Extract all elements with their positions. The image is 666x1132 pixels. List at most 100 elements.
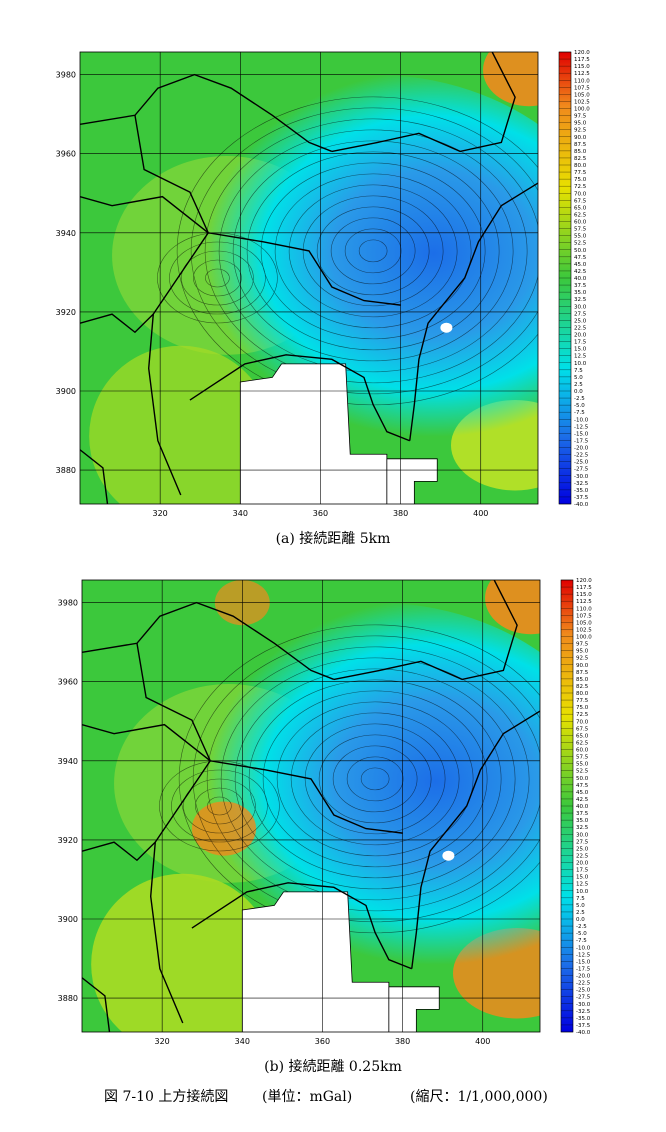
scale-label: 20.0	[574, 333, 587, 339]
scale-label: -7.5	[576, 938, 587, 944]
scale-label: -35.0	[574, 488, 589, 494]
scale-label: 17.5	[576, 868, 589, 874]
map-panel-b: 320 340 360 380 400 3980 3960 3940 3920 3900 3880 1…	[0, 560, 666, 1080]
scale-label: 112.5	[576, 599, 592, 605]
scale-label: 10.0	[576, 889, 589, 895]
scale-label: 25.0	[576, 846, 589, 852]
scale-label: 87.5	[574, 142, 587, 148]
map-field	[80, 52, 538, 504]
scale-label: 15.0	[574, 347, 587, 353]
scale-label: 97.5	[574, 114, 587, 120]
y-tick-label: 3880	[58, 994, 78, 1003]
scale-label: -12.5	[576, 952, 591, 958]
scale-label: 10.0	[574, 361, 587, 367]
coastline	[82, 580, 540, 1032]
x-tick-label: 340	[233, 509, 248, 518]
scale-label: -17.5	[576, 966, 591, 972]
scale-label: -25.0	[576, 988, 591, 994]
scale-label: 77.5	[576, 698, 589, 704]
scale-label: 85.0	[576, 677, 589, 683]
y-tick-label: 3980	[58, 599, 78, 608]
scale-label: 82.5	[576, 684, 589, 690]
scale-label: 37.5	[576, 811, 589, 817]
masked-area	[241, 891, 390, 1032]
scale-label: -7.5	[574, 410, 585, 416]
scale-label: 107.5	[576, 613, 592, 619]
scale-label: -22.5	[576, 981, 591, 987]
scale-label: 0.0	[576, 917, 585, 923]
scale-label: -37.5	[576, 1023, 591, 1029]
scale-label: 22.5	[576, 853, 589, 859]
scale-label: 2.5	[574, 382, 583, 388]
scale-label: 90.0	[576, 663, 589, 669]
scale-label: 30.0	[574, 304, 587, 310]
scale-label: 32.5	[574, 297, 587, 303]
scale-label: 15.0	[576, 875, 589, 881]
x-tick-label: 380	[393, 509, 408, 518]
scale-label: 2.5	[576, 910, 585, 916]
scale-label: 62.5	[574, 212, 587, 218]
scale-label: 102.5	[574, 99, 590, 105]
scale-label: 92.5	[576, 656, 589, 662]
y-tick-label: 3900	[58, 915, 78, 924]
scale-label: -15.0	[574, 431, 589, 437]
map-field	[82, 580, 540, 1032]
scale-label: -20.0	[576, 974, 591, 980]
scale-label: 32.5	[576, 825, 589, 831]
scale-label: 55.0	[574, 234, 587, 240]
y-tick-label: 3980	[56, 71, 76, 80]
scale-label: 42.5	[576, 797, 589, 803]
scale-label: 45.0	[574, 262, 587, 268]
y-tick-label: 3880	[56, 466, 76, 475]
coastline	[80, 52, 538, 504]
scale-label: 85.0	[574, 149, 587, 155]
scale-label: 75.0	[574, 177, 587, 183]
scale-label: -25.0	[574, 460, 589, 466]
scale-label: 105.0	[576, 620, 592, 626]
y-tick-label: 3960	[58, 678, 78, 687]
scale-label: 20.0	[576, 861, 589, 867]
scale-label: 5.0	[576, 903, 585, 909]
scale-label: 57.5	[574, 227, 587, 233]
y-tick-label: 3900	[56, 387, 76, 396]
scale-label: 55.0	[576, 762, 589, 768]
scale-label: -30.0	[576, 1002, 591, 1008]
scale-label: -10.0	[574, 417, 589, 423]
scale-label: 57.5	[576, 755, 589, 761]
scale-label: 5.0	[574, 375, 583, 381]
scale-label: -15.0	[576, 959, 591, 965]
y-tick-label: 3940	[58, 757, 78, 766]
scale-label: 117.5	[576, 585, 592, 591]
scale-label: -40.0	[574, 502, 589, 508]
scale-label: 102.5	[576, 627, 592, 633]
scale-label: 27.5	[574, 311, 587, 317]
scale-label: 35.0	[576, 818, 589, 824]
x-tick-label: 320	[155, 1037, 170, 1046]
scale-label: 47.5	[574, 255, 587, 261]
scale-label: -5.0	[576, 931, 587, 937]
x-tick-label: 360	[315, 1037, 330, 1046]
x-tick-label: 380	[395, 1037, 410, 1046]
scale-label: 105.0	[574, 92, 590, 98]
gravity-map-a: 320 340 360 380 400 3980 3960 3940 3920 3900 3880 1…	[56, 50, 591, 518]
map-frame	[81, 579, 541, 1033]
scale-label: 70.0	[574, 191, 587, 197]
scale-label: 50.0	[576, 776, 589, 782]
scale-label: -20.0	[574, 446, 589, 452]
panel-caption-b: (b) 接続距離 0.25km	[264, 1059, 402, 1075]
scale-label: 22.5	[574, 325, 587, 331]
figure-scale: (縮尺：1/1,000,000)	[410, 1089, 548, 1105]
scale-label: 52.5	[574, 241, 587, 247]
x-tick-label: 360	[313, 509, 328, 518]
scale-label: 35.0	[574, 290, 587, 296]
scale-label: -32.5	[574, 481, 589, 487]
scale-label: 110.0	[574, 78, 590, 84]
scale-label: 47.5	[576, 783, 589, 789]
scale-label: 7.5	[576, 896, 585, 902]
scale-label: 80.0	[576, 691, 589, 697]
scale-label: -22.5	[574, 453, 589, 459]
scale-label: 115.0	[576, 592, 592, 598]
scale-label: 90.0	[574, 135, 587, 141]
scale-label: 95.0	[576, 649, 589, 655]
scale-label: 107.5	[574, 85, 590, 91]
